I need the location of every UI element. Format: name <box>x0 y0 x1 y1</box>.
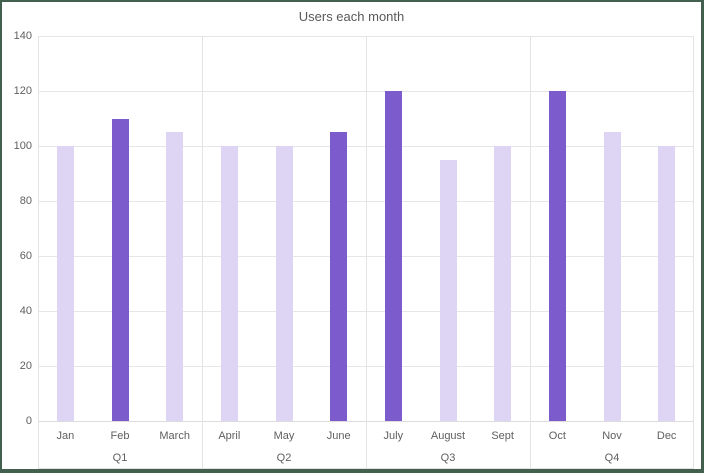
y-tick-label-60: 60 <box>19 250 32 262</box>
y-tick-label-0: 0 <box>25 415 32 427</box>
group-label-q4: Q4 <box>604 452 620 464</box>
chart-title: Users each month <box>298 9 405 24</box>
bar-oct <box>548 91 566 421</box>
y-tick-label-80: 80 <box>19 195 32 207</box>
bar-march <box>166 132 184 421</box>
plot-right-edge <box>693 36 694 469</box>
x-label-sept: Sept <box>491 430 514 442</box>
x-label-june: June <box>326 430 351 442</box>
plot-left-edge <box>38 36 39 469</box>
x-label-march: March <box>159 430 190 442</box>
bar-jan <box>56 146 74 421</box>
bar-april <box>220 146 238 421</box>
y-tick-label-20: 20 <box>19 360 32 372</box>
y-tick-label-120: 120 <box>13 85 32 97</box>
x-label-jan: Jan <box>56 430 75 442</box>
x-label-may: May <box>273 430 295 442</box>
bar-august <box>439 159 457 421</box>
bar-feb <box>111 118 129 421</box>
y-tick-label-140: 140 <box>13 30 32 42</box>
x-label-august: August <box>430 430 466 442</box>
plot-area: Jan Feb March April May June July August Sept Oct… <box>38 36 694 469</box>
group-label-q2: Q2 <box>276 452 292 464</box>
label-band-bottom-edge <box>38 468 694 469</box>
y-tick-label-100: 100 <box>13 140 32 152</box>
y-tick-label-40: 40 <box>19 305 32 317</box>
quarter-separator-3 <box>530 36 531 469</box>
x-label-april: April <box>218 430 241 442</box>
quarter-separator-1 <box>202 36 203 469</box>
quarter-separator-2 <box>366 36 367 469</box>
bar-dec <box>658 146 676 421</box>
bar-sept <box>494 146 512 421</box>
bar-june <box>330 132 348 421</box>
bar-july <box>384 91 402 421</box>
x-label-nov: Nov <box>602 430 622 442</box>
x-label-oct: Oct <box>548 430 566 442</box>
x-label-dec: Dec <box>656 430 677 442</box>
x-label-july: July <box>383 430 404 442</box>
bar-may <box>275 146 293 421</box>
group-label-q1: Q1 <box>112 452 128 464</box>
x-label-feb: Feb <box>110 430 130 442</box>
group-label-q3: Q3 <box>440 452 456 464</box>
bar-nov <box>603 132 621 421</box>
